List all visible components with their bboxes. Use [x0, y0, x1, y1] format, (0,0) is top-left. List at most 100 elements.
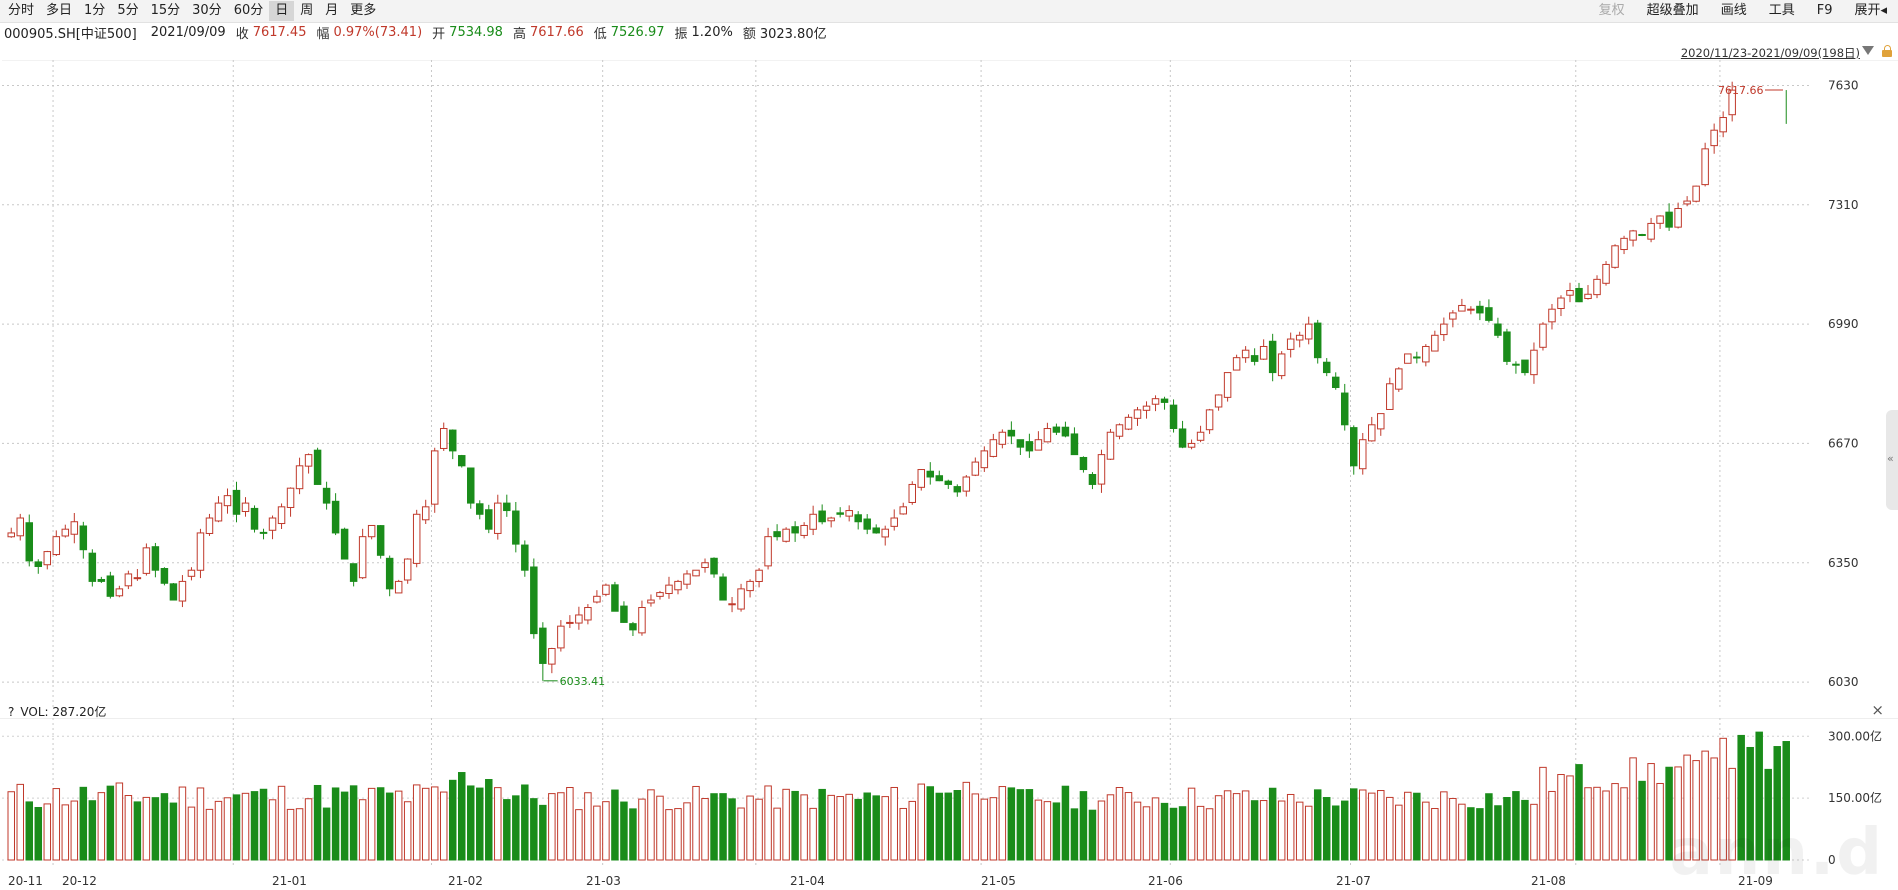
candle-body[interactable]: [521, 544, 529, 571]
candle-body[interactable]: [1232, 357, 1241, 371]
candle-body[interactable]: [890, 517, 898, 527]
candle-body[interactable]: [737, 588, 745, 610]
candle-body[interactable]: [1377, 413, 1385, 430]
candle-body[interactable]: [926, 470, 935, 478]
candle-body[interactable]: [1223, 372, 1232, 398]
tool-menu-item-4[interactable]: F9: [1816, 3, 1833, 18]
candle-body[interactable]: [151, 546, 160, 571]
candle-body[interactable]: [1016, 439, 1025, 448]
candlestick-chart[interactable]: 6030 6350 6670 6990 7310 7630 7617.66 6033.41: [0, 60, 1898, 760]
candle-body[interactable]: [97, 578, 106, 582]
candle-body[interactable]: [872, 527, 880, 534]
candle-body[interactable]: [1458, 304, 1466, 312]
period-tab-8[interactable]: 周: [300, 3, 314, 18]
side-panel-toggle[interactable]: «: [1886, 410, 1898, 510]
candle-body[interactable]: [1665, 211, 1673, 228]
candle-body[interactable]: [1286, 338, 1295, 350]
candle-body[interactable]: [448, 429, 457, 452]
candle-body[interactable]: [1575, 287, 1583, 303]
candle-body[interactable]: [25, 522, 34, 562]
candle-body[interactable]: [250, 507, 259, 530]
candle-body[interactable]: [1151, 398, 1160, 405]
candle-body[interactable]: [845, 510, 853, 517]
candle-body[interactable]: [998, 431, 1007, 445]
candle-body[interactable]: [367, 524, 376, 538]
range-dropdown-icon[interactable]: [1862, 46, 1874, 55]
candle-body[interactable]: [980, 450, 989, 469]
candle-body[interactable]: [1476, 305, 1484, 314]
tool-menu-item-0[interactable]: 复权: [1598, 3, 1625, 18]
candle-body[interactable]: [70, 521, 79, 535]
candle-body[interactable]: [584, 607, 592, 621]
candle-body[interactable]: [1295, 334, 1304, 341]
candle-body[interactable]: [1719, 117, 1727, 133]
candle-body[interactable]: [1205, 409, 1214, 431]
tool-menu-item-1[interactable]: 超级叠加: [1646, 3, 1699, 18]
candle-body[interactable]: [647, 599, 655, 604]
candle-body[interactable]: [52, 536, 61, 556]
period-tab-9[interactable]: 月: [325, 3, 339, 18]
period-tab-2[interactable]: 1分: [84, 3, 106, 18]
candle-body[interactable]: [1692, 185, 1700, 202]
candle-body[interactable]: [1710, 129, 1718, 147]
volume-chart[interactable]: 0 150.00亿 300.00亿 20-11 20-12 21-01 21-02 21-03…: [0, 718, 1898, 888]
tool-menu-item-3[interactable]: 工具: [1768, 3, 1795, 18]
candle-body[interactable]: [674, 580, 682, 591]
candle-body[interactable]: [935, 475, 944, 482]
candle-body[interactable]: [232, 489, 241, 515]
candle-body[interactable]: [701, 562, 709, 569]
candle-body[interactable]: [394, 580, 403, 594]
candle-body[interactable]: [376, 525, 385, 556]
candle-body[interactable]: [683, 573, 691, 585]
lock-icon[interactable]: [1882, 45, 1892, 57]
candle-body[interactable]: [503, 502, 511, 512]
candle-body[interactable]: [79, 525, 88, 551]
candle-body[interactable]: [1007, 429, 1016, 437]
candle-body[interactable]: [1277, 353, 1286, 377]
candle-body[interactable]: [61, 528, 70, 537]
candle-body[interactable]: [539, 627, 547, 664]
candle-body[interactable]: [908, 483, 916, 503]
period-tab-7[interactable]: 日: [269, 1, 295, 21]
candle-body[interactable]: [1097, 454, 1106, 485]
period-tab-0[interactable]: 分时: [8, 3, 35, 18]
candle-body[interactable]: [1386, 383, 1394, 410]
candle-body[interactable]: [1431, 334, 1439, 352]
candle-body[interactable]: [1340, 392, 1349, 426]
candle-body[interactable]: [917, 469, 926, 488]
candle-body[interactable]: [1485, 307, 1493, 321]
candle-body[interactable]: [1268, 340, 1277, 374]
candle-body[interactable]: [430, 450, 439, 505]
candle-body[interactable]: [1331, 376, 1340, 389]
candle-body[interactable]: [1052, 426, 1061, 433]
candle-body[interactable]: [241, 502, 250, 513]
candle-body[interactable]: [331, 500, 340, 534]
period-tab-4[interactable]: 15分: [150, 3, 181, 18]
candle-body[interactable]: [1611, 245, 1619, 268]
period-tab-6[interactable]: 60分: [233, 3, 264, 18]
candle-body[interactable]: [124, 573, 133, 587]
candle-body[interactable]: [322, 487, 331, 504]
candle-body[interactable]: [295, 465, 304, 490]
candle-body[interactable]: [268, 517, 277, 531]
candle-body[interactable]: [971, 461, 980, 476]
candle-body[interactable]: [205, 517, 214, 534]
candle-body[interactable]: [1241, 349, 1250, 359]
candle-body[interactable]: [728, 603, 736, 606]
candle-body[interactable]: [1124, 416, 1133, 430]
candle-body[interactable]: [602, 584, 610, 595]
candle-body[interactable]: [1025, 441, 1034, 452]
candle-body[interactable]: [854, 514, 862, 523]
candle-body[interactable]: [1106, 431, 1115, 460]
candle-body[interactable]: [1142, 405, 1151, 411]
candle-body[interactable]: [530, 566, 538, 635]
candle-body[interactable]: [43, 551, 52, 566]
candle-body[interactable]: [1160, 398, 1169, 403]
candle-body[interactable]: [1169, 404, 1178, 430]
candle-body[interactable]: [169, 583, 178, 601]
candle-body[interactable]: [476, 503, 484, 515]
candle-body[interactable]: [34, 561, 43, 567]
date-range-selector[interactable]: 2020/11/23-2021/09/09(198日): [1680, 46, 1860, 60]
candle-body[interactable]: [881, 528, 889, 538]
candle-body[interactable]: [1061, 426, 1070, 437]
